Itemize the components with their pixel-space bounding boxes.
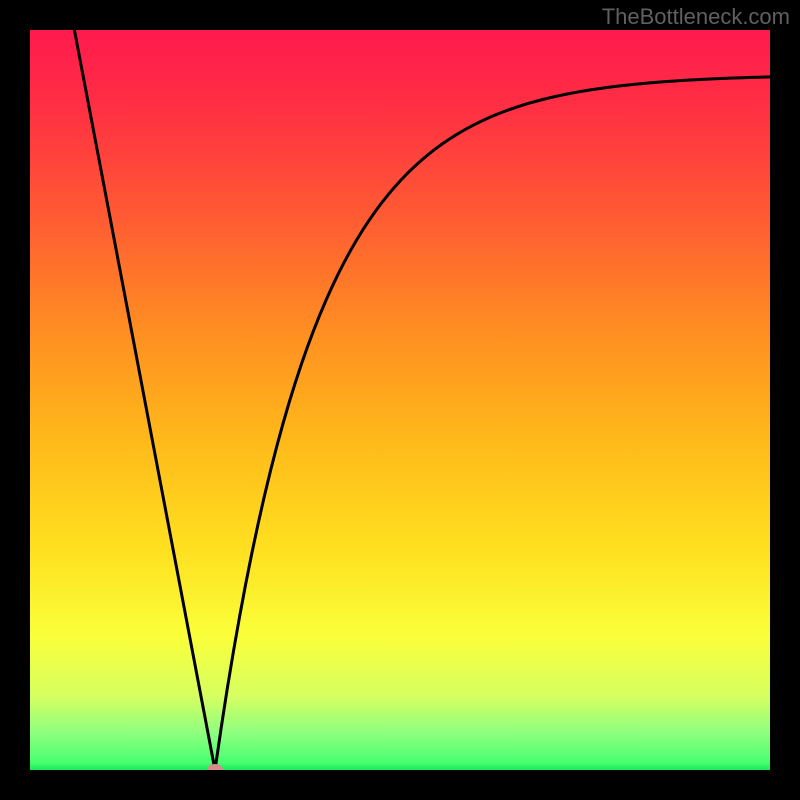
watermark-text: TheBottleneck.com [602,4,790,30]
bottleneck-chart [0,0,800,800]
chart-gradient-background [30,30,770,770]
chart-container: TheBottleneck.com [0,0,800,800]
